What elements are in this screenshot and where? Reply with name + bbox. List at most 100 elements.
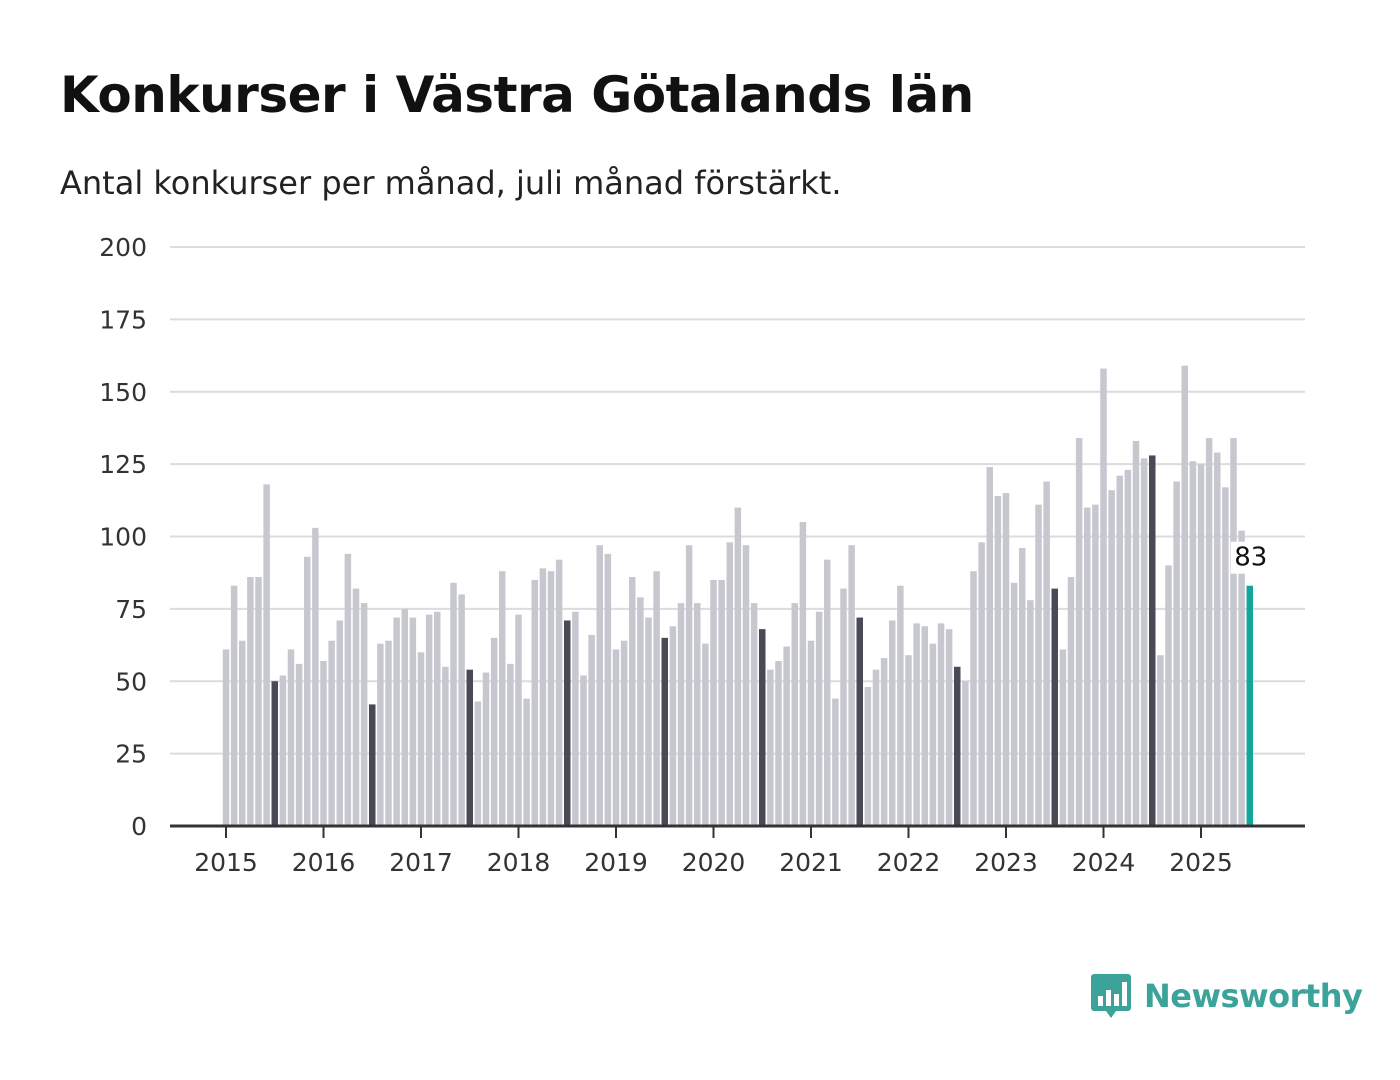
bar	[645, 617, 652, 826]
y-tick-label: 150	[99, 378, 147, 407]
bar	[450, 582, 457, 826]
x-tick-label: 2017	[389, 848, 453, 877]
bar-july	[564, 620, 571, 826]
bar-july	[466, 669, 473, 826]
bar	[620, 640, 628, 826]
bar-july	[856, 617, 863, 826]
bar-current	[1246, 585, 1253, 826]
brand-name: Newsworthy	[1144, 977, 1363, 1015]
data-label-current: 83	[1234, 543, 1267, 573]
bar	[377, 643, 384, 826]
bar	[1100, 368, 1107, 826]
bar	[547, 571, 555, 826]
data-label-background	[1230, 541, 1271, 574]
bar-chart-speech-bubble-icon	[1091, 974, 1131, 1018]
bar	[344, 553, 352, 826]
y-tick-label: 100	[99, 523, 147, 552]
bar	[1222, 487, 1229, 826]
bar	[572, 611, 579, 826]
bar	[304, 556, 311, 826]
bar	[1019, 548, 1026, 826]
bar	[1173, 481, 1180, 826]
bar	[807, 640, 815, 826]
bar	[482, 672, 490, 826]
y-tick-label: 75	[115, 595, 147, 624]
bar	[352, 588, 360, 826]
bar	[1238, 530, 1245, 826]
bar	[425, 614, 433, 826]
bar	[1067, 577, 1075, 826]
bar	[848, 545, 855, 826]
data-labels: 83	[1230, 541, 1271, 574]
x-tick-label: 2020	[682, 848, 746, 877]
bar	[702, 643, 709, 826]
bar	[629, 577, 636, 826]
bar	[336, 620, 343, 826]
y-tick-label: 0	[131, 812, 147, 841]
bar	[239, 640, 246, 826]
bar	[791, 603, 798, 826]
x-tick-label: 2019	[584, 848, 648, 877]
y-tick-label: 25	[115, 740, 147, 769]
bar	[864, 687, 872, 826]
bar	[1157, 655, 1164, 826]
bar	[222, 649, 230, 826]
bar	[434, 611, 441, 826]
bar	[718, 579, 725, 826]
bar	[1230, 438, 1237, 826]
bar	[994, 495, 1002, 826]
bar	[1075, 438, 1083, 826]
bar	[1035, 504, 1042, 826]
bar-july	[271, 681, 278, 826]
bar	[1116, 475, 1123, 826]
bar	[320, 660, 327, 826]
bar	[588, 634, 595, 826]
bar	[783, 646, 790, 826]
bar	[612, 649, 620, 826]
bar	[978, 542, 985, 826]
y-tick-label: 50	[115, 667, 147, 696]
bar	[1010, 582, 1018, 826]
x-tick-label: 2016	[292, 848, 356, 877]
bar	[897, 585, 904, 826]
y-tick-label: 125	[99, 450, 147, 479]
bar	[685, 545, 693, 826]
bar	[1092, 504, 1099, 826]
bar	[1059, 649, 1067, 826]
bar	[1205, 438, 1213, 826]
bar	[385, 640, 392, 826]
bar	[401, 608, 408, 827]
bar	[1197, 464, 1205, 827]
bar	[1181, 365, 1188, 826]
bar	[1140, 458, 1148, 826]
bar	[474, 701, 482, 826]
bar	[360, 603, 368, 826]
bar	[1189, 461, 1197, 826]
bar	[1124, 469, 1132, 826]
bar	[1132, 440, 1140, 826]
x-tick-label: 2022	[877, 848, 941, 877]
chart-subtitle: Antal konkurser per månad, juli månad fö…	[60, 164, 842, 202]
y-tick-label: 175	[99, 305, 147, 334]
bar	[499, 571, 506, 826]
bar	[986, 467, 993, 826]
bar	[726, 542, 733, 826]
bar	[247, 577, 254, 826]
bar-july	[369, 704, 376, 826]
bar	[921, 626, 928, 826]
x-tick-label: 2018	[487, 848, 551, 877]
x-tick-label: 2025	[1169, 848, 1233, 877]
bar	[832, 698, 839, 826]
bar	[507, 663, 514, 826]
bar	[312, 527, 319, 826]
bar	[417, 652, 425, 826]
bar	[945, 629, 953, 826]
bar	[872, 669, 880, 826]
chart-title: Konkurser i Västra Götalands län	[60, 66, 974, 124]
bar	[637, 597, 644, 826]
bars	[222, 365, 1253, 827]
bar	[580, 675, 587, 826]
bar-july	[661, 637, 668, 826]
bar	[750, 603, 758, 826]
